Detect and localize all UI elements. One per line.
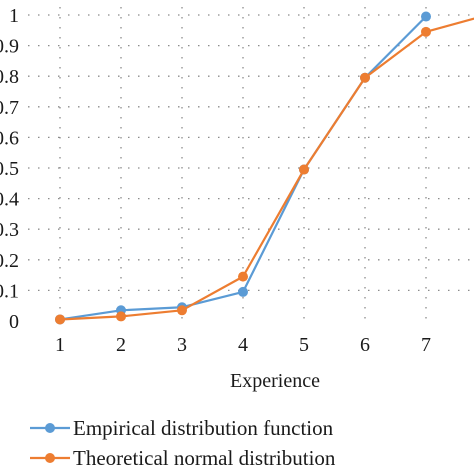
legend-item: Theoretical normal distribution — [30, 446, 336, 470]
legend: Empirical distribution function Theoretic… — [30, 416, 336, 470]
series-line — [59, 17, 474, 321]
y-tick-label: 0.9 — [0, 36, 19, 58]
y-tick-label: 0.7 — [0, 97, 19, 119]
legend-label: Empirical distribution function — [73, 416, 334, 440]
y-tick-label: 1 — [9, 5, 19, 27]
x-axis-title: Experience — [230, 370, 320, 392]
data-point — [238, 271, 248, 282]
x-axis-ticks: 1 2 3 4 5 6 7 — [55, 334, 431, 356]
legend-item: Empirical distribution function — [30, 416, 334, 440]
x-tick-label: 3 — [177, 334, 187, 356]
data-point — [421, 11, 431, 22]
legend-marker — [45, 423, 55, 433]
data-point — [116, 311, 126, 322]
data-point — [360, 72, 370, 83]
x-tick-label: 5 — [299, 334, 309, 356]
y-tick-label: 0.6 — [0, 127, 19, 149]
data-point — [55, 314, 65, 325]
x-tick-label: 1 — [55, 334, 65, 356]
y-tick-label: 0.5 — [0, 158, 19, 180]
legend-label: Theoretical normal distribution — [73, 446, 336, 470]
x-tick-label: 6 — [360, 334, 370, 356]
x-tick-label: 2 — [116, 334, 126, 356]
y-tick-label: 0 — [9, 311, 19, 333]
y-tick-label: 0.3 — [0, 219, 19, 241]
series-2 — [55, 17, 474, 325]
data-point — [238, 286, 248, 297]
series — [55, 11, 474, 325]
y-tick-label: 0.2 — [0, 250, 19, 272]
x-tick-label: 7 — [421, 334, 431, 356]
x-tick-label: 4 — [238, 334, 248, 356]
data-point — [421, 26, 431, 37]
data-point — [299, 164, 309, 175]
legend-marker — [45, 453, 55, 463]
data-point — [177, 305, 187, 316]
y-tick-label: 0.8 — [0, 66, 19, 88]
y-tick-label: 0.4 — [0, 189, 19, 211]
y-tick-label: 0.1 — [0, 280, 19, 302]
y-axis-ticks: 0 0.1 0.2 0.3 0.4 0.5 0.6 0.7 0.8 0.9 1 — [0, 5, 19, 333]
